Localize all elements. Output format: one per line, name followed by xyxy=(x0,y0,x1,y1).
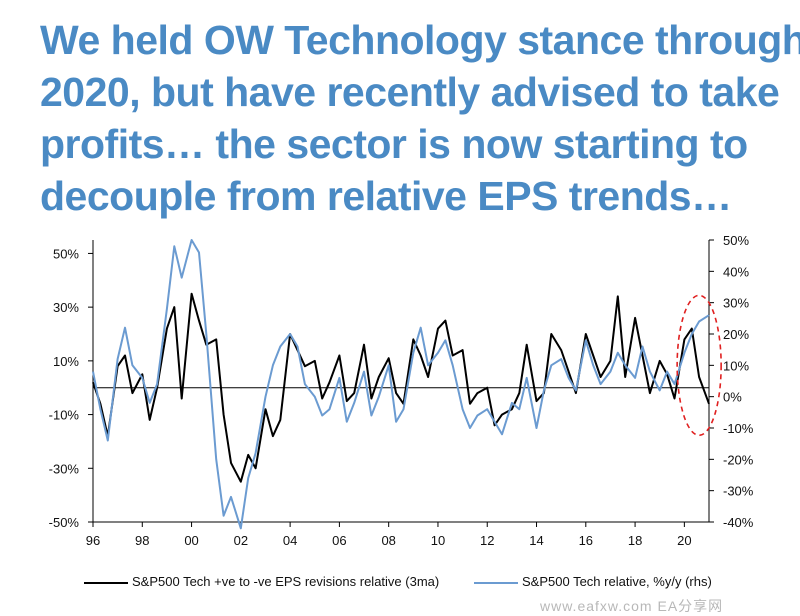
x-tick-label: 14 xyxy=(529,533,543,548)
series-line-relative xyxy=(92,239,710,530)
x-tick-label: 12 xyxy=(480,533,494,548)
annotation-layer xyxy=(676,294,722,437)
left-axis: 50% 30% 10% -10% -30% -50% xyxy=(49,240,94,530)
right-tick-label: 30% xyxy=(723,296,749,311)
left-tick-label: -50% xyxy=(49,515,80,530)
x-tick-label: 20 xyxy=(677,533,691,548)
x-tick-label: 18 xyxy=(628,533,642,548)
highlight-ellipse xyxy=(676,294,722,437)
right-tick-label: -40% xyxy=(723,515,754,530)
legend-swatch-relative xyxy=(474,581,518,584)
legend-label-revisions: S&P500 Tech +ve to -ve EPS revisions rel… xyxy=(132,574,440,589)
x-axis: 96 98 00 02 04 06 08 10 12 14 16 18 20 xyxy=(86,387,709,548)
chart-canvas: 50% 30% 10% -10% -30% -50% 50% 40% 30% 20% 10% 0% -… xyxy=(49,233,754,548)
legend-item-revisions: S&P500 Tech +ve to -ve EPS revisions rel… xyxy=(84,574,439,589)
x-tick-label: 04 xyxy=(283,533,297,548)
left-tick-label: 30% xyxy=(53,300,79,315)
legend-swatch-revisions xyxy=(84,581,128,584)
x-tick-label: 02 xyxy=(234,533,248,548)
right-tick-label: -30% xyxy=(723,484,754,499)
x-tick-label: 00 xyxy=(184,533,198,548)
x-tick-label: 98 xyxy=(135,533,149,548)
right-tick-label: 0% xyxy=(723,390,742,405)
right-tick-label: 10% xyxy=(723,358,749,373)
right-tick-label: -10% xyxy=(723,421,754,436)
legend-label-relative: S&P500 Tech relative, %y/y (rhs) xyxy=(522,574,712,589)
right-tick-label: 40% xyxy=(723,264,749,279)
series-line-revisions xyxy=(92,292,710,483)
left-tick-label: 50% xyxy=(53,246,79,261)
x-tick-label: 96 xyxy=(86,533,100,548)
right-tick-label: -20% xyxy=(723,452,754,467)
watermark: www.eafxw.com EA分享网 xyxy=(540,598,724,614)
left-tick-label: 10% xyxy=(53,354,79,369)
x-tick-label: 10 xyxy=(431,533,445,548)
legend: S&P500 Tech +ve to -ve EPS revisions rel… xyxy=(0,570,800,594)
title-line-2: 2020, but have recently advised to take xyxy=(40,69,780,115)
x-tick-label: 16 xyxy=(579,533,593,548)
x-tick-label: 08 xyxy=(381,533,395,548)
right-tick-label: 20% xyxy=(723,327,749,342)
left-tick-label: -30% xyxy=(49,461,80,476)
title-line-3: profits… the sector is now starting to xyxy=(40,121,748,167)
right-tick-label: 50% xyxy=(723,233,749,248)
title-line-1: We held OW Technology stance through xyxy=(40,17,800,63)
legend-item-relative: S&P500 Tech relative, %y/y (rhs) xyxy=(474,574,712,589)
chart-title: We held OW Technology stance through 202… xyxy=(40,14,800,222)
x-tick-label: 06 xyxy=(332,533,346,548)
series-lines xyxy=(92,239,710,530)
title-line-4: decouple from relative EPS trends… xyxy=(40,173,732,219)
left-tick-label: -10% xyxy=(49,408,80,423)
right-axis: 50% 40% 30% 20% 10% 0% -10% -20% -30% -40% xyxy=(708,233,754,530)
